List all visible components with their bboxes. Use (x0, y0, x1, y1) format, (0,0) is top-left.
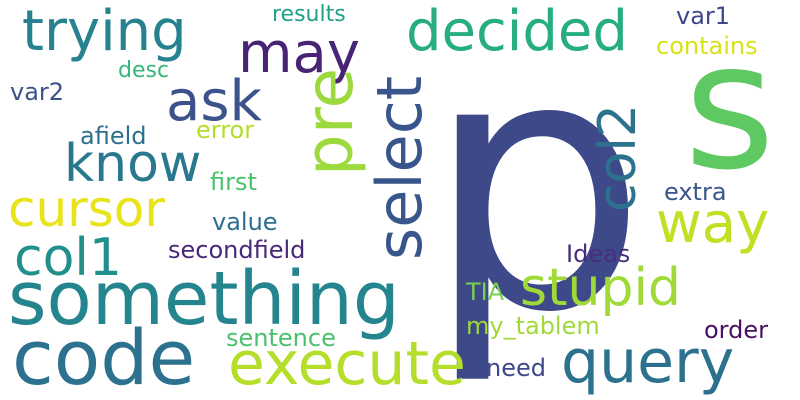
word-ask: ask (166, 69, 262, 134)
word-p: p (425, 0, 648, 389)
word-sentence: sentence (226, 324, 336, 352)
word-order: order (704, 316, 768, 344)
word-trying: trying (22, 0, 187, 64)
word-col2: col2 (588, 104, 648, 212)
word-Ideas: Ideas (566, 240, 631, 268)
word-need: need (486, 354, 546, 382)
word-something: something (8, 256, 400, 342)
word-results: results (272, 2, 346, 27)
word-pre: pre (291, 67, 368, 177)
word-may: may (238, 21, 361, 86)
word-secondfield: secondfield (168, 236, 306, 264)
word-var2: var2 (10, 78, 65, 106)
word-decided: decided (406, 0, 628, 64)
word-value: value (212, 208, 278, 236)
word-know: know (64, 134, 202, 194)
word-error: error (196, 116, 255, 144)
word-code: code (12, 313, 196, 400)
word-s: s (684, 6, 776, 209)
word-my_tablem: my_tablem (466, 312, 600, 340)
word-afield: afield (80, 122, 147, 150)
word-cursor: cursor (8, 180, 165, 238)
word-desc: desc (118, 58, 170, 83)
word-TIA: TIA (466, 278, 505, 306)
word-var1: var1 (676, 2, 731, 30)
word-col1: col1 (14, 228, 122, 288)
word-way: way (656, 191, 770, 256)
word-select: select (363, 75, 436, 261)
word-contains: contains (656, 32, 758, 60)
word-extra: extra (664, 178, 727, 206)
word-execute: execute (228, 329, 466, 399)
word-stupid: stupid (520, 258, 681, 318)
word-query: query (561, 327, 735, 397)
word-first: first (210, 168, 257, 196)
